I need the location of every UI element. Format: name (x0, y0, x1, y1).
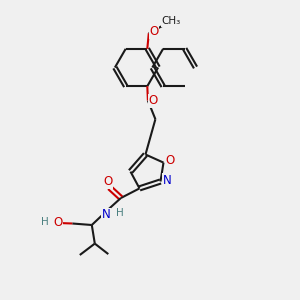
Text: CH₃: CH₃ (161, 16, 181, 26)
Text: CH₃: CH₃ (161, 16, 181, 26)
Text: H: H (116, 208, 124, 218)
Text: N: N (101, 208, 110, 221)
Text: O: O (166, 154, 175, 167)
Text: O: O (149, 94, 158, 107)
Text: H: H (116, 208, 124, 218)
Text: N: N (163, 174, 172, 187)
Text: O: O (150, 25, 159, 38)
Text: O: O (54, 216, 63, 229)
Text: O: O (150, 25, 159, 38)
Text: H: H (41, 217, 49, 227)
Text: O: O (103, 175, 112, 188)
Text: O: O (149, 94, 158, 107)
Text: H: H (41, 217, 49, 227)
Text: O: O (103, 175, 112, 188)
Text: N: N (163, 174, 172, 187)
Text: O: O (54, 216, 63, 229)
Text: O: O (166, 154, 175, 167)
Text: N: N (101, 208, 110, 221)
